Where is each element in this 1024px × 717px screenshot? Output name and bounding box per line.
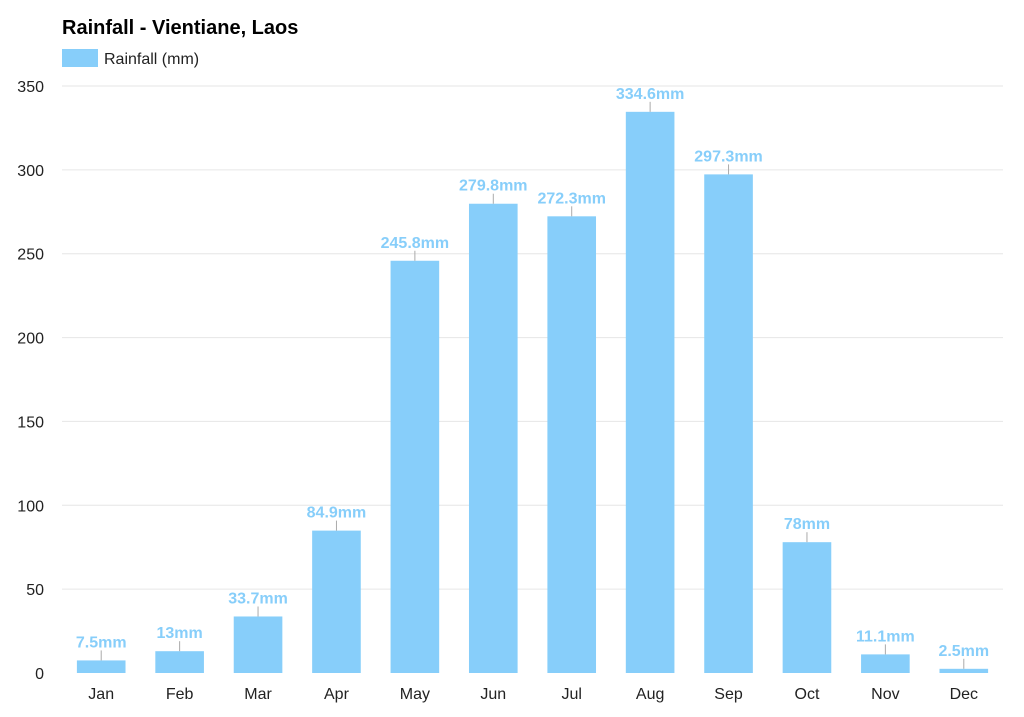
data-label-aug: 334.6mm: [616, 86, 685, 103]
bar-apr: [312, 530, 361, 673]
x-tick-label-sep: Sep: [714, 686, 743, 703]
x-tick-label-nov: Nov: [871, 686, 899, 703]
x-tick-label-aug: Aug: [636, 686, 664, 703]
y-tick-label: 300: [17, 163, 44, 180]
x-tick-label-mar: Mar: [244, 686, 272, 703]
bar-jan: [76, 660, 126, 673]
legend-label-rainfall: Rainfall (mm): [104, 51, 199, 68]
data-label-leaders: [100, 101, 965, 669]
data-label-jan: 7.5mm: [76, 634, 127, 651]
bar-jun: [468, 203, 518, 674]
x-tick-label-feb: Feb: [166, 686, 194, 703]
data-label-mar: 33.7mm: [228, 590, 288, 607]
bar-jul: [547, 216, 597, 673]
data-label-apr: 84.9mm: [307, 505, 367, 522]
y-tick-label: 350: [17, 79, 44, 96]
x-tick-label-jun: Jun: [480, 686, 506, 703]
x-tick-label-may: May: [400, 686, 430, 703]
y-gridlines: [62, 85, 1003, 590]
y-tick-label: 50: [26, 582, 44, 599]
data-label-dec: 2.5mm: [938, 643, 989, 660]
chart-title: Rainfall - Vientiane, Laos: [62, 17, 298, 39]
x-tick-label-jul: Jul: [561, 686, 581, 703]
bar-mar: [233, 616, 283, 673]
data-label-nov: 11.1mm: [856, 628, 915, 645]
data-labels: 7.5mm 13mm 33.7mm 84.9mm 245.8mm 279.8mm 272.3…: [76, 86, 989, 660]
bar-nov: [861, 654, 910, 673]
bar-dec: [939, 668, 989, 673]
data-label-jul: 272.3mm: [537, 190, 606, 207]
bar-aug: [625, 111, 675, 673]
x-tick-label-oct: Oct: [795, 686, 820, 703]
legend-swatch: [62, 49, 98, 67]
x-axis-ticks: Jan Feb Mar Apr May Jun Jul Aug Sep Oct Nov Dec: [88, 686, 978, 703]
bar-oct: [782, 542, 832, 673]
y-tick-label: 250: [17, 247, 44, 264]
y-tick-label: 150: [17, 414, 44, 431]
x-tick-label-jan: Jan: [88, 686, 114, 703]
data-label-sep: 297.3mm: [694, 148, 763, 165]
data-label-may: 245.8mm: [381, 235, 450, 252]
y-tick-label: 0: [35, 666, 44, 683]
y-tick-label: 100: [17, 498, 44, 515]
y-tick-label: 200: [17, 331, 44, 348]
bars: [76, 111, 989, 674]
x-tick-label-dec: Dec: [950, 686, 978, 703]
bar-may: [390, 260, 440, 673]
y-axis-ticks: 0 50 100 150 200 250 300 350: [17, 79, 44, 683]
bar-feb: [155, 651, 204, 673]
data-label-oct: 78mm: [784, 516, 830, 533]
x-tick-label-apr: Apr: [324, 686, 350, 703]
data-label-feb: 13mm: [157, 625, 203, 642]
data-label-jun: 279.8mm: [459, 178, 528, 195]
legend: Rainfall (mm): [62, 49, 199, 68]
bar-sep: [704, 174, 753, 673]
